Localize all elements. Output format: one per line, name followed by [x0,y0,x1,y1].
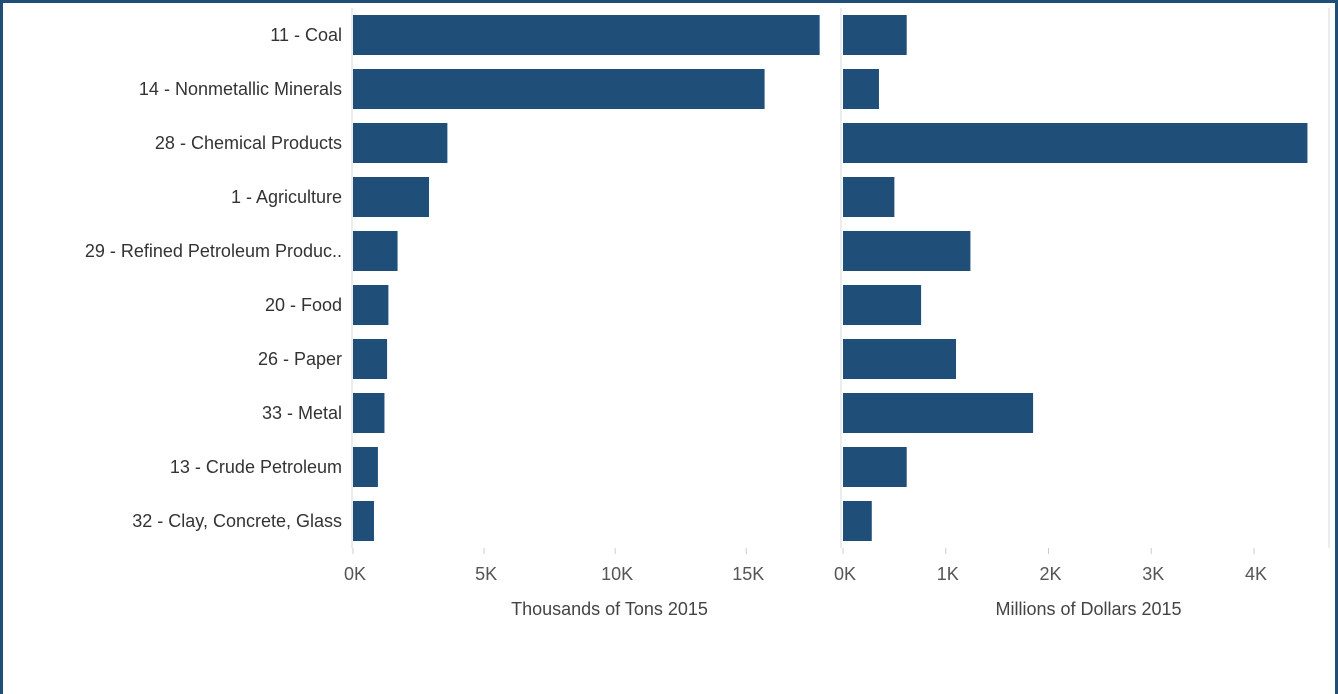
axis-title: Thousands of Tons 2015 [511,599,708,619]
category-label: 11 - Coal [270,25,342,45]
bar [353,285,389,325]
tick-label: 0K [344,564,366,584]
bar [353,15,820,55]
bar [843,177,895,217]
bar [843,447,907,487]
bar [843,339,957,379]
category-label: 32 - Clay, Concrete, Glass [132,511,342,531]
bar [843,285,922,325]
tick-label: 0K [834,564,856,584]
bar [843,501,872,541]
bar [353,123,448,163]
category-label: 20 - Food [265,295,342,315]
category-label: 14 - Nonmetallic Minerals [139,79,342,99]
tick-label: 5K [475,564,497,584]
bar [843,15,907,55]
bar [353,339,388,379]
tick-label: 3K [1142,564,1164,584]
category-label: 29 - Refined Petroleum Produc.. [85,241,342,261]
tick-label: 1K [937,564,959,584]
bar [843,231,971,271]
axis-title: Millions of Dollars 2015 [995,599,1181,619]
tick-label: 2K [1039,564,1061,584]
tick-label: 15K [732,564,764,584]
bar [353,231,398,271]
category-label: 33 - Metal [262,403,342,423]
bar [353,177,430,217]
category-label: 1 - Agriculture [231,187,342,207]
category-label: 28 - Chemical Products [155,133,342,153]
bar [353,501,374,541]
bar [843,123,1308,163]
category-label: 26 - Paper [258,349,342,369]
category-label: 13 - Crude Petroleum [170,457,342,477]
tick-label: 4K [1245,564,1267,584]
tick-label: 10K [601,564,633,584]
bar [843,393,1034,433]
bar [353,393,385,433]
bar [843,69,879,109]
bar [353,69,765,109]
bar [353,447,378,487]
